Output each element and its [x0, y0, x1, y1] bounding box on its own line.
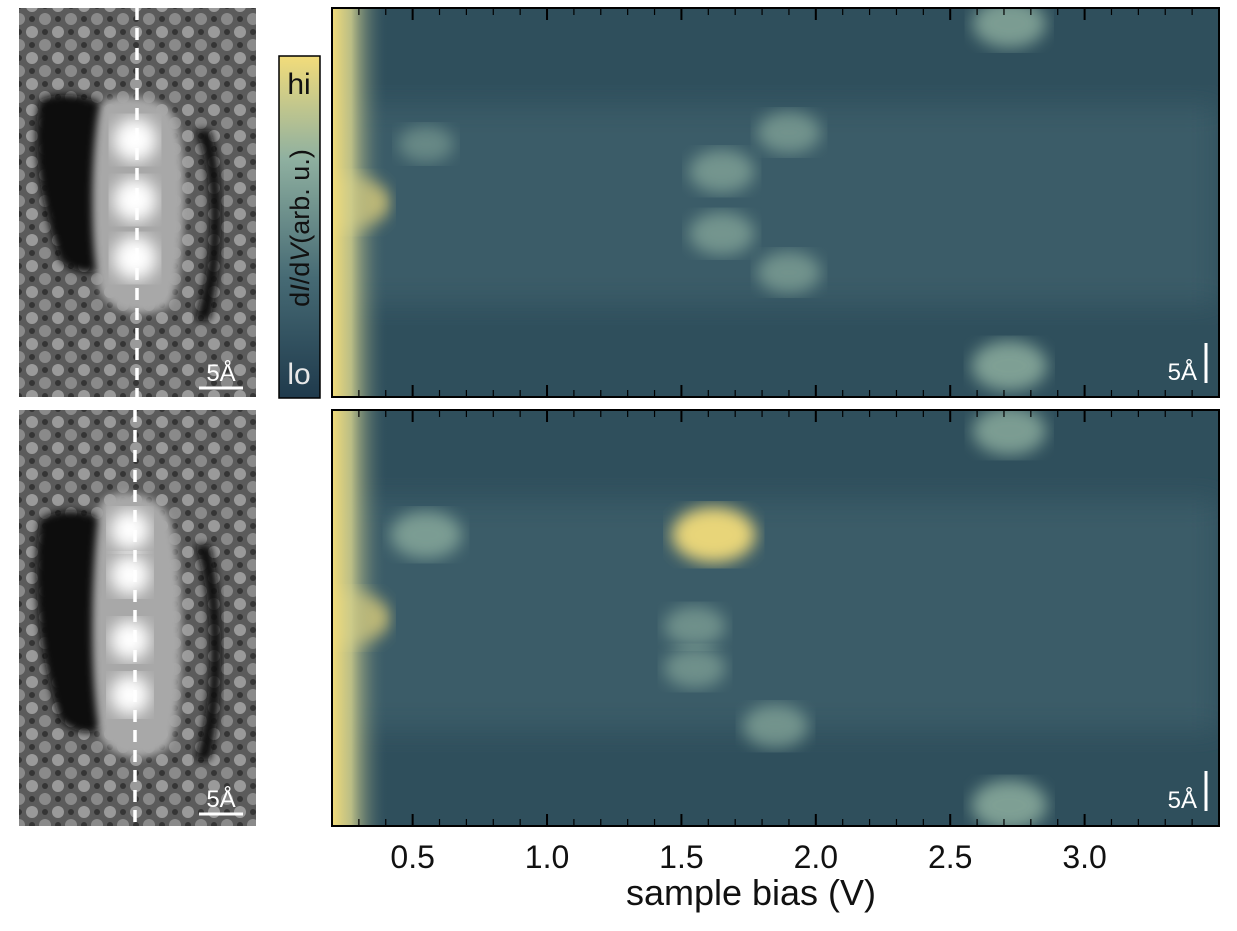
- molecule-lobes-top: [113, 118, 157, 280]
- top-map-ticks: [331, 8, 1220, 397]
- colorbar-low-label: lo: [287, 358, 310, 391]
- spectral-feature: [756, 251, 821, 294]
- spectral-feature: [688, 149, 755, 194]
- spectral-feature: [756, 111, 821, 154]
- spectral-feature: [688, 211, 755, 256]
- top-map-features: [332, 8, 1048, 392]
- x-axis-label: sample bias (V): [626, 872, 876, 913]
- spectral-feature: [971, 340, 1048, 392]
- scale-bar-label-top-image: 5Å: [206, 359, 235, 387]
- x-tick-label: 1.0: [525, 839, 569, 875]
- top-spectral-map: 5Å: [331, 7, 1220, 398]
- spectral-feature: [972, 8, 1047, 49]
- scale-bar-label-top-map: 5Å: [1168, 358, 1197, 386]
- bottom-map-features: [332, 410, 1048, 826]
- x-tick-label: 0.5: [390, 839, 434, 875]
- top-stm-image: 5Å: [19, 8, 256, 397]
- x-tick-labels: 0.5 1.0 1.5 2.0 2.5 3.0: [390, 839, 1106, 875]
- bottom-map-ticks: [331, 410, 1220, 826]
- colorbar-axis-label: dI/dV(arb. u.): [285, 149, 315, 307]
- spectral-feature: [972, 410, 1047, 456]
- x-tick-label: 2.0: [794, 839, 838, 875]
- spectral-feature: [671, 506, 756, 563]
- scale-bar-label-bottom-map: 5Å: [1168, 786, 1197, 814]
- x-tick-label: 1.5: [659, 839, 703, 875]
- scale-bar-label-bottom-image: 5Å: [206, 785, 235, 813]
- colorbar-high-label: hi: [287, 68, 310, 101]
- bottom-spectral-map: 5Å: [331, 409, 1220, 827]
- spectral-feature: [971, 780, 1048, 826]
- colorbar: hi lo dI/dV(arb. u.): [278, 55, 321, 399]
- spectral-feature: [390, 511, 463, 559]
- spectral-feature: [663, 647, 726, 689]
- molecule-lobes-bottom: [110, 510, 150, 715]
- x-tick-label: 2.5: [928, 839, 972, 875]
- spectral-feature: [398, 125, 455, 163]
- spectral-feature: [663, 606, 726, 647]
- bottom-stm-image: 5Å: [19, 410, 256, 826]
- x-tick-label: 3.0: [1062, 839, 1106, 875]
- spectral-feature: [742, 704, 809, 748]
